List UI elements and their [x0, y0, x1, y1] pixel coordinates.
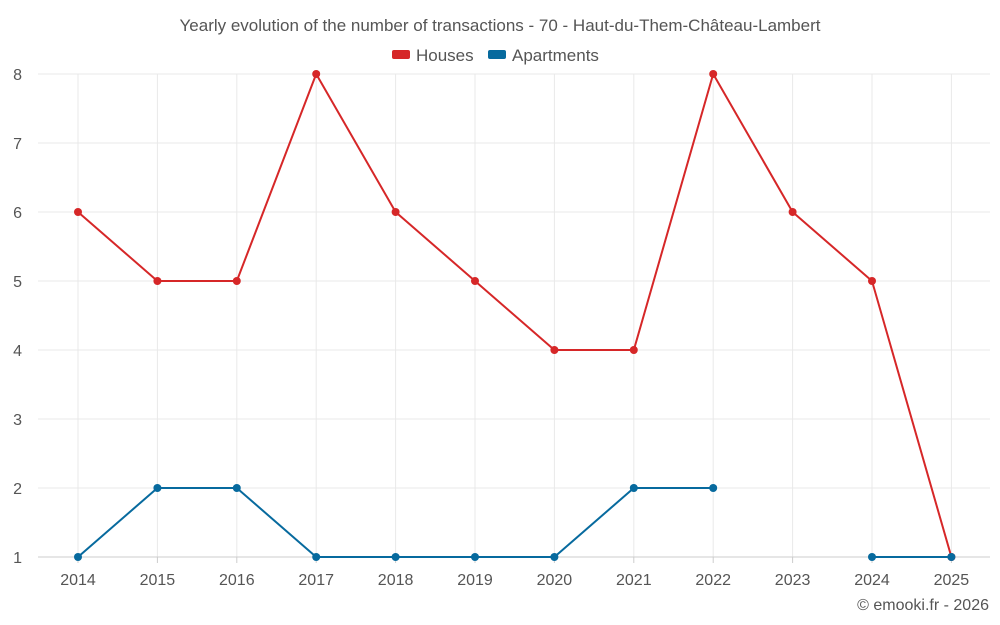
- data-point-apartments[interactable]: [629, 484, 638, 492]
- y-tick-label: 4: [13, 343, 22, 360]
- data-point-apartments[interactable]: [471, 553, 479, 561]
- legend-swatch-apartments: [488, 50, 506, 59]
- data-point-houses[interactable]: [550, 346, 559, 354]
- data-point-houses[interactable]: [788, 208, 797, 216]
- data-point-houses[interactable]: [391, 208, 400, 216]
- x-tick-label: 2015: [140, 572, 176, 589]
- data-point-houses[interactable]: [232, 277, 241, 285]
- x-tick-label: 2022: [695, 572, 731, 589]
- chart-title: Yearly evolution of the number of transa…: [180, 16, 821, 35]
- data-point-apartments[interactable]: [709, 484, 718, 492]
- data-point-apartments[interactable]: [947, 553, 956, 561]
- x-tick-label: 2016: [219, 572, 255, 589]
- legend-label-houses: Houses: [416, 46, 474, 65]
- data-point-houses[interactable]: [868, 277, 876, 285]
- legend-item-apartments[interactable]: Apartments: [488, 46, 599, 65]
- y-tick-label: 8: [13, 67, 22, 84]
- legend: Houses Apartments: [392, 46, 599, 65]
- data-point-apartments[interactable]: [74, 553, 82, 561]
- y-tick-label: 5: [13, 274, 22, 291]
- data-point-apartments[interactable]: [153, 484, 162, 492]
- x-tick-label: 2024: [854, 572, 890, 589]
- x-tick-label: 2025: [934, 572, 970, 589]
- grid: [38, 73, 990, 557]
- x-tick-label: 2018: [378, 572, 414, 589]
- y-tick-label: 7: [13, 136, 22, 153]
- data-point-apartments[interactable]: [868, 553, 876, 561]
- data-point-houses[interactable]: [153, 277, 162, 285]
- y-tick-label: 2: [13, 481, 22, 498]
- data-point-apartments[interactable]: [391, 553, 400, 561]
- data-point-houses[interactable]: [709, 70, 718, 78]
- axes: 1 2 3 4 5 6 7 8 2014 2015 2016 2017 2018 2019 2020 2021…: [13, 67, 990, 589]
- legend-swatch-houses: [392, 50, 410, 59]
- data-point-apartments[interactable]: [312, 553, 321, 561]
- x-tick-label: 2020: [537, 572, 573, 589]
- y-tick-label: 3: [13, 412, 22, 429]
- legend-label-apartments: Apartments: [512, 46, 599, 65]
- data-point-houses[interactable]: [74, 208, 82, 216]
- data-point-apartments[interactable]: [550, 553, 559, 561]
- data-point-houses[interactable]: [471, 277, 479, 285]
- series-houses: [74, 70, 956, 561]
- series: [74, 70, 956, 561]
- series-apartments: [74, 484, 956, 561]
- y-tick-label: 1: [13, 550, 22, 567]
- y-tick-label: 6: [13, 205, 22, 222]
- data-point-houses[interactable]: [629, 346, 638, 354]
- data-point-houses[interactable]: [312, 70, 321, 78]
- x-tick-label: 2014: [60, 572, 96, 589]
- x-tick-label: 2019: [457, 572, 493, 589]
- x-tick-label: 2021: [616, 572, 652, 589]
- x-tick-label: 2023: [775, 572, 811, 589]
- series-line-houses: [77, 73, 953, 558]
- x-tick-label: 2017: [298, 572, 334, 589]
- data-point-apartments[interactable]: [232, 484, 241, 492]
- credit-text: © emooki.fr - 2026: [857, 597, 989, 614]
- legend-item-houses[interactable]: Houses: [392, 46, 474, 65]
